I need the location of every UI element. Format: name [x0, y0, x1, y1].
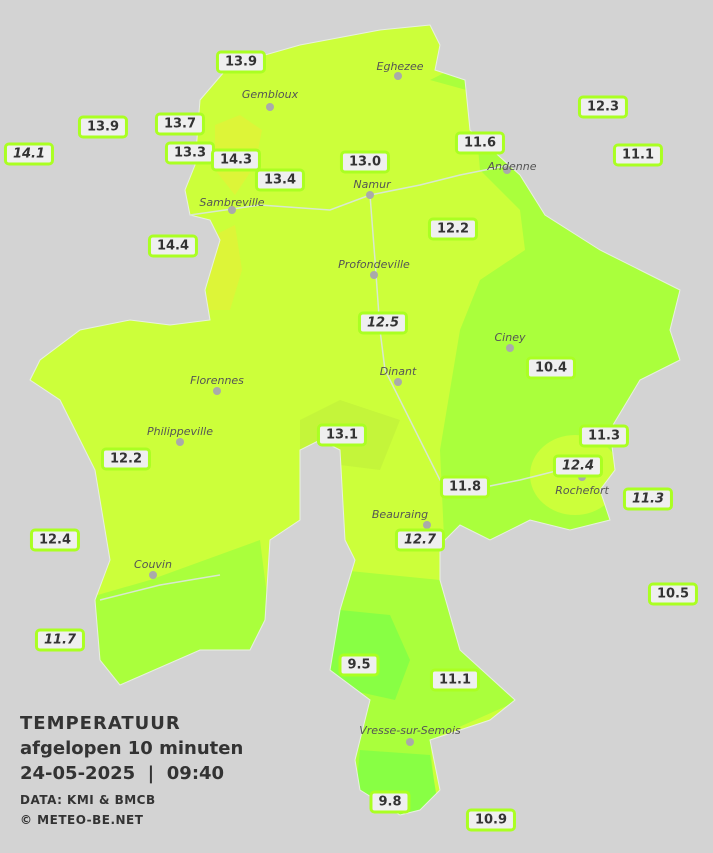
station-value[interactable]: 11.6	[454, 131, 506, 155]
city-couvin: Couvin	[134, 558, 172, 571]
city-marker	[423, 521, 431, 529]
station-value[interactable]: 14.1	[3, 142, 55, 166]
city-marker	[394, 378, 402, 386]
city-vresse-sur-semois: Vresse-sur-Semois	[359, 724, 461, 737]
legend-title: TEMPERATUUR	[20, 713, 181, 734]
station-value[interactable]: 13.9	[215, 50, 267, 74]
station-value[interactable]: 9.5	[338, 653, 380, 677]
city-marker	[394, 72, 402, 80]
city-marker	[366, 191, 374, 199]
station-value[interactable]: 13.9	[77, 115, 129, 139]
station-value[interactable]: 13.4	[254, 168, 306, 192]
legend-datetime: 24-05-2025 | 09:40	[20, 763, 225, 784]
city-andenne: Andenne	[487, 160, 537, 173]
city-marker	[228, 206, 236, 214]
station-value[interactable]: 11.1	[612, 143, 664, 167]
city-philippeville: Philippeville	[147, 425, 213, 438]
station-value[interactable]: 13.3	[164, 141, 216, 165]
station-value[interactable]: 10.4	[525, 356, 577, 380]
legend-subtitle: afgelopen 10 minuten	[20, 738, 244, 759]
station-value[interactable]: 12.2	[100, 447, 152, 471]
station-value[interactable]: 12.7	[394, 528, 446, 552]
station-value[interactable]: 12.5	[357, 311, 409, 335]
station-value[interactable]: 10.5	[647, 582, 699, 606]
city-gembloux: Gembloux	[241, 88, 299, 101]
legend-source: DATA: KMI & BMCB	[20, 793, 156, 807]
city-namur: Namur	[353, 178, 391, 191]
station-value[interactable]: 11.1	[429, 668, 481, 692]
city-beauraing: Beauraing	[371, 508, 429, 521]
station-value[interactable]: 13.1	[316, 423, 368, 447]
station-value[interactable]: 11.8	[439, 475, 491, 499]
station-value[interactable]: 14.3	[210, 148, 262, 172]
station-value[interactable]: 13.0	[339, 150, 391, 174]
city-sambreville: Sambreville	[199, 196, 265, 209]
city-marker	[266, 103, 274, 111]
city-dinant: Dinant	[379, 365, 417, 378]
map-legend: TEMPERATUUR afgelopen 10 minuten 24-05-2…	[20, 711, 243, 830]
city-marker	[176, 438, 184, 446]
city-eghezee: Eghezee	[376, 60, 424, 73]
station-value[interactable]: 11.7	[34, 628, 86, 652]
city-marker	[506, 344, 514, 352]
city-marker	[406, 738, 414, 746]
station-value[interactable]: 9.8	[369, 790, 411, 814]
station-value[interactable]: 12.4	[29, 528, 81, 552]
station-value[interactable]: 12.2	[427, 217, 479, 241]
station-value[interactable]: 12.3	[577, 95, 629, 119]
city-marker	[213, 387, 221, 395]
station-value[interactable]: 11.3	[622, 487, 674, 511]
legend-copyright: © METEO-BE.NET	[20, 813, 144, 827]
station-value[interactable]: 12.4	[552, 454, 604, 478]
city-rochefort: Rochefort	[555, 484, 609, 497]
city-profondeville: Profondeville	[338, 258, 410, 271]
city-marker	[149, 571, 157, 579]
city-ciney: Ciney	[494, 331, 526, 344]
city-florennes: Florennes	[190, 374, 244, 387]
station-value[interactable]: 10.9	[465, 808, 517, 832]
station-value[interactable]: 13.7	[154, 112, 206, 136]
city-marker	[503, 166, 511, 174]
city-marker	[370, 271, 378, 279]
station-value[interactable]: 11.3	[578, 424, 630, 448]
station-value[interactable]: 14.4	[147, 234, 199, 258]
